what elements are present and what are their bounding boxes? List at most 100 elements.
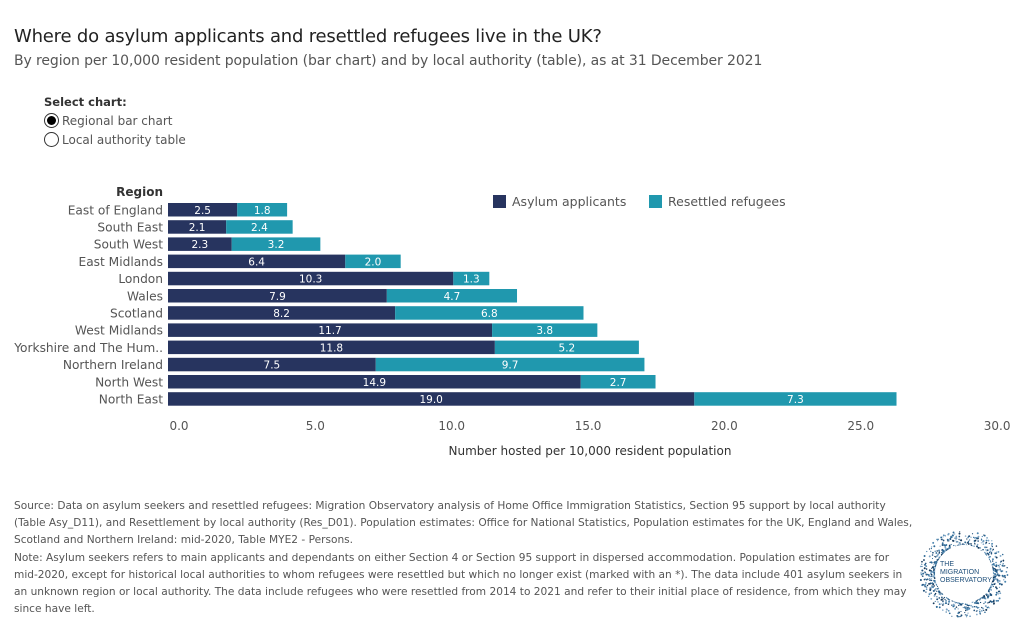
logo-dot — [921, 563, 923, 565]
logo-dot — [985, 598, 987, 600]
logo-dot — [928, 595, 930, 598]
radio-unselected-icon[interactable] — [44, 132, 59, 147]
logo-dot — [932, 586, 934, 589]
logo-dot — [948, 598, 950, 601]
logo-dot — [986, 552, 989, 555]
logo-dot — [929, 550, 932, 553]
bar-asylum-applicants — [168, 357, 376, 372]
logo-dot — [921, 560, 923, 563]
logo-dot — [978, 610, 981, 613]
category-label: Wales — [127, 289, 163, 303]
logo-dot — [1006, 567, 1008, 569]
radio-label: Regional bar chart — [62, 113, 173, 128]
logo-dot — [989, 555, 991, 558]
logo-dot — [930, 585, 933, 587]
logo-dot — [942, 549, 945, 552]
logo-dot — [925, 568, 928, 570]
logo-dot — [985, 553, 987, 555]
x-tick-label: 0.0 — [169, 419, 188, 433]
logo-dot — [935, 564, 937, 566]
logo-dot — [955, 606, 958, 608]
logo-dot — [929, 561, 931, 564]
logo-dot — [928, 555, 931, 558]
logo-dot — [996, 587, 998, 590]
logo-text-line1: THE — [940, 561, 954, 568]
data-label: 2.0 — [365, 256, 382, 268]
logo-dot — [974, 602, 976, 604]
logo-dot — [991, 540, 993, 542]
logo-dot — [942, 534, 945, 537]
logo-dot — [931, 567, 933, 569]
logo-dot — [956, 541, 958, 543]
logo-dot — [971, 533, 974, 535]
logo-dot — [942, 609, 944, 611]
logo-dot — [976, 543, 979, 546]
logo-dot — [1004, 576, 1006, 579]
logo-dot — [942, 536, 944, 538]
legend-item-resettled-refugees[interactable]: Resettled refugees — [649, 194, 786, 209]
logo-dot — [933, 585, 935, 587]
logo-dot — [986, 594, 988, 597]
logo-dot — [987, 539, 990, 542]
logo-dot — [925, 582, 927, 584]
logo-dot — [941, 544, 944, 546]
logo-dot — [925, 591, 927, 593]
bar-asylum-applicants — [168, 375, 581, 389]
logo-dot — [934, 600, 936, 602]
logo-dot — [942, 598, 945, 600]
data-label: 2.5 — [194, 205, 211, 217]
logo-dot — [953, 605, 955, 608]
logo-dot — [990, 586, 992, 588]
logo-dot — [967, 536, 969, 539]
logo-dot — [936, 540, 939, 542]
radio-local-authority-table[interactable]: Local authority table — [44, 130, 186, 149]
logo-dot — [928, 592, 931, 595]
bar-asylum-applicants — [168, 237, 232, 251]
bar-resettled-refugees — [453, 271, 490, 286]
bar-resettled-refugees — [386, 289, 518, 303]
logo-dot — [932, 602, 935, 605]
logo-dot — [923, 567, 926, 570]
logo-dot — [982, 541, 984, 543]
logo-dot — [926, 578, 929, 581]
legend-swatch — [649, 195, 662, 208]
logo-dot — [967, 535, 970, 537]
logo-dot — [1002, 576, 1004, 578]
logo-dot — [937, 538, 939, 541]
logo-dot — [992, 585, 994, 588]
logo-dot — [986, 549, 989, 551]
logo-dot — [1006, 574, 1009, 576]
logo-dot — [987, 590, 990, 593]
x-tick-label: 10.0 — [438, 419, 465, 433]
logo-dot — [983, 602, 985, 605]
logo-dot — [973, 545, 975, 547]
logo-dot — [933, 573, 936, 575]
logo-dot — [992, 576, 995, 579]
logo-dot — [960, 614, 963, 617]
logo-dot — [936, 538, 938, 541]
logo-dot — [996, 578, 998, 581]
data-label: 11.8 — [320, 342, 343, 354]
logo-dot — [964, 611, 966, 614]
logo-dot — [931, 554, 934, 556]
logo-dot — [932, 551, 934, 554]
legend-item-asylum-applicants[interactable]: Asylum applicants — [493, 194, 626, 209]
logo-dot — [959, 603, 963, 606]
logo-dot — [1001, 564, 1004, 567]
radio-selected-icon[interactable] — [44, 113, 59, 128]
data-label: 7.5 — [264, 360, 281, 372]
bar-asylum-applicants — [168, 289, 387, 303]
logo-dot — [919, 565, 922, 568]
x-tick-label: 25.0 — [847, 419, 874, 433]
logo-dot — [960, 539, 963, 542]
category-label: North West — [95, 375, 163, 389]
logo-dot — [932, 541, 935, 544]
logo-dot — [988, 542, 990, 545]
radio-regional-bar-chart[interactable]: Regional bar chart — [44, 111, 186, 130]
migration-observatory-logo: THE MIGRATION OBSERVATORY — [919, 531, 1009, 618]
logo-dot — [969, 543, 971, 545]
data-label: 9.7 — [502, 360, 519, 372]
bar-resettled-refugees — [395, 306, 584, 320]
data-label: 19.0 — [419, 394, 442, 406]
logo-dot — [1003, 579, 1005, 581]
